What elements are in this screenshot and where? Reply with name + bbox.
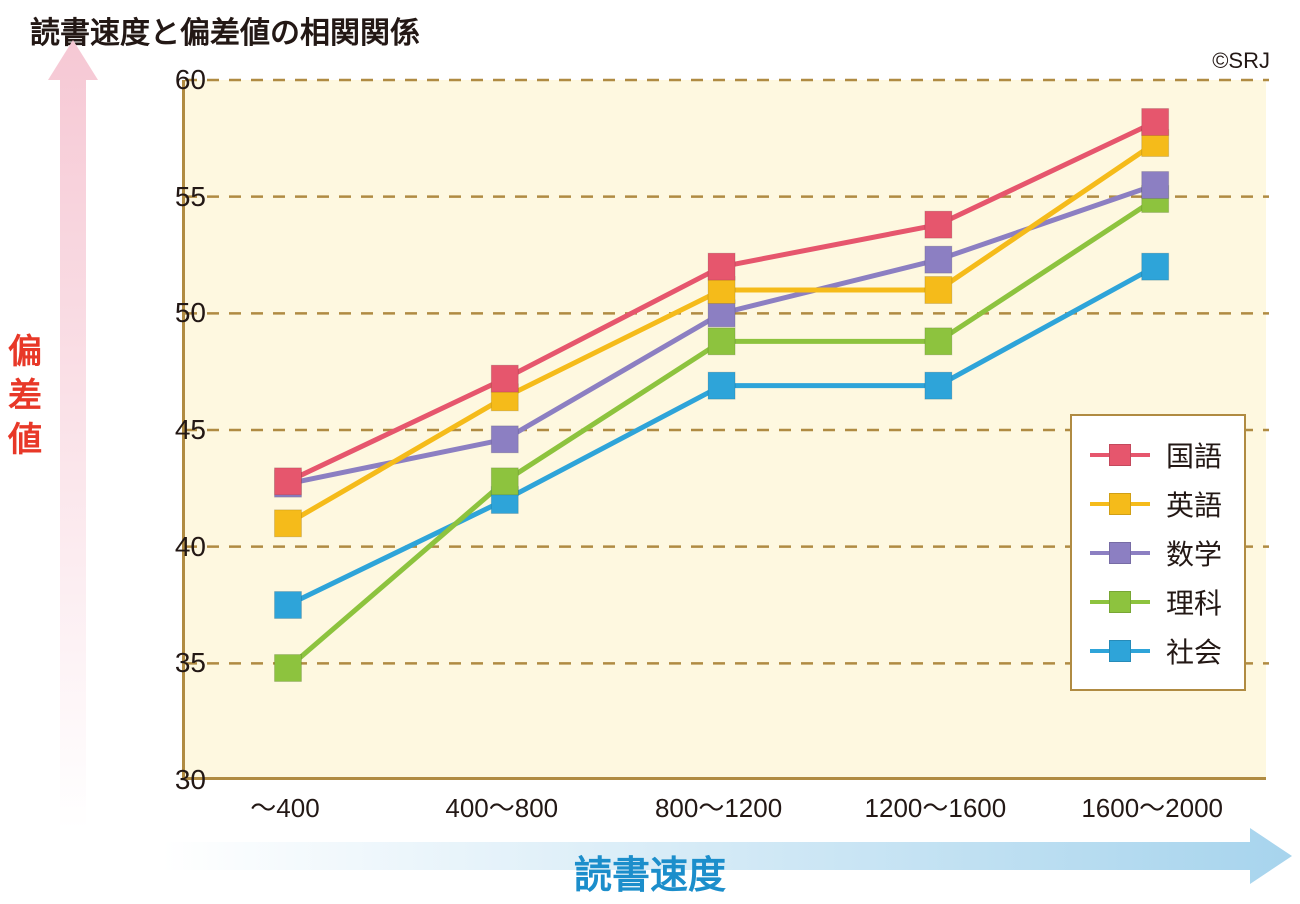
y-tick-label: 45 — [146, 414, 206, 446]
legend-item: 数学 — [1090, 528, 1222, 577]
legend-marker — [1109, 444, 1131, 466]
legend-swatch — [1090, 493, 1150, 515]
series-marker — [1142, 109, 1169, 136]
series-marker — [925, 211, 952, 238]
series-marker — [1142, 172, 1169, 199]
series-marker — [274, 592, 301, 619]
x-tick-label: 800～1200 — [655, 788, 782, 825]
legend-item: 国語 — [1090, 430, 1222, 479]
series-marker — [925, 328, 952, 355]
series-marker — [274, 468, 301, 495]
series-marker — [491, 365, 518, 392]
series-marker — [274, 510, 301, 537]
x-tick-label: ～400 — [250, 788, 319, 825]
series-marker — [925, 277, 952, 304]
x-tick-label: 1200～1600 — [865, 788, 1007, 825]
y-tick-label: 50 — [146, 297, 206, 329]
series-marker — [491, 426, 518, 453]
series-marker — [708, 372, 735, 399]
legend-swatch — [1090, 444, 1150, 466]
x-tick-label: 400～800 — [445, 788, 558, 825]
series-marker — [1142, 253, 1169, 280]
legend-marker — [1109, 591, 1131, 613]
series-marker — [708, 328, 735, 355]
y-tick-label: 40 — [146, 531, 206, 563]
y-tick-label: 35 — [146, 647, 206, 679]
x-tick-label: 1600～2000 — [1081, 788, 1223, 825]
legend-marker — [1109, 493, 1131, 515]
legend-label: 理科 — [1166, 582, 1222, 622]
legend-label: 英語 — [1166, 484, 1222, 524]
series-marker — [708, 253, 735, 280]
legend-label: 国語 — [1166, 435, 1222, 475]
legend-marker — [1109, 542, 1131, 564]
legend-swatch — [1090, 640, 1150, 662]
y-tick-label: 55 — [146, 181, 206, 213]
copyright-label: ©SRJ — [1212, 48, 1270, 74]
series-marker — [274, 655, 301, 682]
legend: 国語 英語 数学 理科 社会 — [1070, 414, 1246, 691]
legend-item: 理科 — [1090, 577, 1222, 626]
legend-label: 数学 — [1166, 533, 1222, 573]
y-axis-arrow — [48, 40, 98, 830]
legend-item: 英語 — [1090, 479, 1222, 528]
y-tick-label: 60 — [146, 64, 206, 96]
legend-swatch — [1090, 591, 1150, 613]
legend-swatch — [1090, 542, 1150, 564]
legend-marker — [1109, 640, 1131, 662]
legend-item: 社会 — [1090, 626, 1222, 675]
legend-label: 社会 — [1166, 631, 1222, 671]
series-marker — [925, 372, 952, 399]
series-marker — [925, 246, 952, 273]
y-axis-label: 偏差値 — [8, 330, 42, 463]
x-axis-label: 読書速度 — [0, 844, 1300, 899]
y-axis-label-text: 偏差値 — [8, 330, 42, 463]
y-tick-label: 30 — [146, 764, 206, 796]
series-marker — [491, 468, 518, 495]
